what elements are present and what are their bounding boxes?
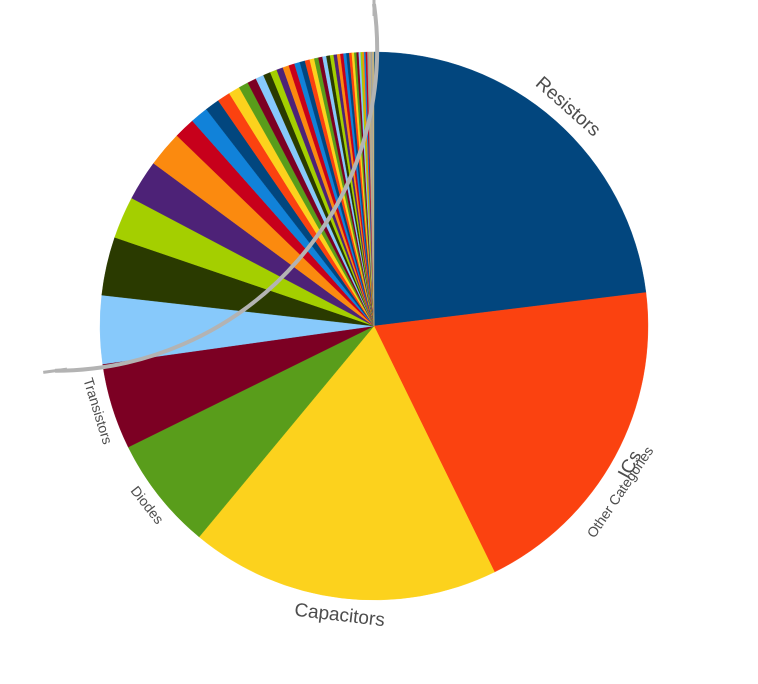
pie-slices bbox=[99, 51, 649, 601]
bracket-arc bbox=[55, 3, 380, 373]
pie-slice-49[interactable] bbox=[372, 51, 375, 327]
other-categories-bracket bbox=[43, 0, 380, 374]
pie-slice-capacitors[interactable] bbox=[198, 325, 495, 601]
bracket-end-tick bbox=[43, 367, 68, 374]
pie-slice-ics[interactable] bbox=[373, 292, 649, 573]
pie-slice-resistors[interactable] bbox=[373, 51, 647, 327]
pie-slice-diodes[interactable] bbox=[127, 325, 375, 538]
slice-label-capacitors: Capacitors bbox=[293, 600, 386, 632]
